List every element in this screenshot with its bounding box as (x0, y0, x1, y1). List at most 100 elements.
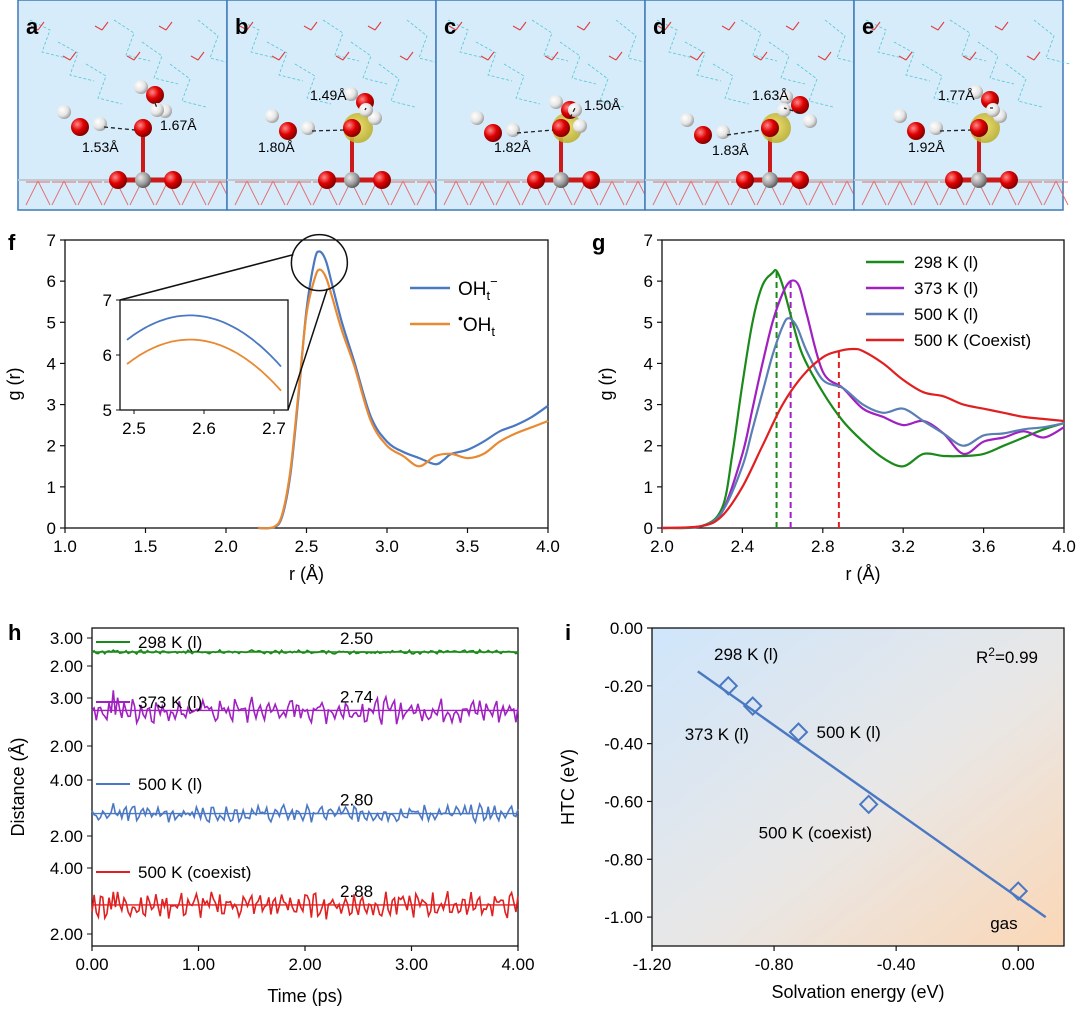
series-line-2 (661, 317, 1065, 530)
y-tick-label: -0.60 (604, 792, 643, 811)
hydrogen-atom (470, 111, 484, 125)
hbond-network (824, 19, 862, 65)
hydrogen-atom (568, 103, 582, 117)
oxygen-atom (761, 119, 779, 137)
data-point-0 (718, 675, 739, 696)
x-tick-label: -1.20 (633, 955, 672, 974)
series-line-0 (661, 268, 1065, 530)
y-tick-label: 5 (644, 313, 653, 332)
hbond-network (921, 63, 959, 105)
hydrogen-atom (359, 103, 373, 117)
htc-scatter-plot-i: i -1.20 -0.80 -0.40 0.00 0.00 -0.20 -0.40 -0.60 -… (558, 619, 1065, 1002)
legend-label-1: 373 K (l) (914, 279, 978, 298)
water-stick (689, 51, 704, 61)
water-stick (866, 21, 881, 31)
x-axis-label: Solvation energy (eV) (771, 982, 944, 1002)
oxygen-atom (109, 171, 127, 189)
hbond-dashed (516, 129, 554, 134)
hydrogen-atom (986, 103, 1000, 117)
hbond-dashed (939, 129, 972, 132)
water-stick (657, 21, 672, 31)
data-point-1 (742, 696, 763, 716)
hbond-network (531, 19, 569, 62)
oxygen-atom (318, 171, 336, 189)
distance-label: 1.63Å (752, 87, 789, 103)
data-point-4 (1008, 881, 1029, 901)
x-axis-label: r (Å) (289, 564, 324, 584)
inset-series-line-1 (126, 338, 282, 392)
inset-series-line-0 (126, 314, 282, 368)
distance-label: 1.82Å (494, 139, 531, 155)
legend-label-2: 500 K (l) (138, 775, 202, 794)
distance-label: 1.53Å (82, 139, 119, 155)
panel-letter-c: c (444, 14, 456, 39)
legend-label-0: 298 K (l) (914, 253, 978, 272)
distance-label: 1.92Å (908, 139, 945, 155)
y-tick-label: 2.00 (50, 827, 83, 846)
hbond-network (113, 19, 151, 62)
y-tick-label: 0 (47, 519, 56, 538)
r-squared-annotation: R2=0.99 (976, 645, 1038, 667)
oxygen-atom (791, 96, 809, 114)
hydrogen-atom (716, 125, 730, 139)
x-tick-label: 3.0 (375, 537, 399, 556)
water-stick (512, 21, 527, 31)
hbond-network (57, 41, 95, 82)
zoom-line (287, 288, 329, 411)
hbond-dashed (783, 107, 801, 114)
hbond-network (712, 63, 750, 105)
point-label-3: 500 K (coexist) (759, 823, 872, 842)
panel-letter-i: i (565, 620, 571, 645)
mean-value-label-1: 2.74 (340, 687, 373, 706)
x-tick-label: -0.80 (755, 955, 794, 974)
y-tick-label: -1.00 (604, 908, 643, 927)
water-stick (962, 51, 977, 61)
zoom-circle (290, 233, 349, 292)
x-tick-label: 3.00 (395, 955, 428, 974)
hbond-network (949, 19, 987, 62)
x-tick-label: 3.2 (891, 537, 915, 556)
y-tick-label: 2 (47, 437, 56, 456)
water-stick (817, 51, 832, 61)
series-line-0 (258, 250, 549, 530)
oxygen-atom (970, 119, 988, 137)
water-stick (930, 21, 945, 31)
hbond-dashed (154, 102, 158, 109)
hbond-dashed (364, 107, 367, 111)
water-stick (480, 51, 495, 61)
y-tick-label: 4 (47, 354, 56, 373)
oxygen-atom (736, 171, 754, 189)
structure-panel-e: e 1.77Å 1.92Å (853, 0, 1071, 211)
inset-y-tick-label: 7 (103, 291, 112, 310)
water-stick (62, 51, 77, 61)
hbond-network (475, 41, 513, 82)
y-axis-label: HTC (eV) (558, 749, 578, 825)
water-stick (898, 51, 913, 61)
trace-line-3 (91, 890, 519, 921)
panel-letter-h: h (8, 620, 21, 645)
carbon-atom (135, 172, 151, 188)
x-tick-label: 2.0 (650, 537, 674, 556)
hydrogen-atom (344, 87, 358, 101)
structure-panel-c: c 1.50Å 1.82Å (435, 0, 653, 211)
oxygen-atom (791, 171, 809, 189)
hydrogen-atom (265, 109, 279, 123)
zoom-line (119, 253, 294, 301)
series-line-1 (258, 268, 549, 530)
hydrogen-atom (57, 105, 71, 119)
water-stick (994, 21, 1009, 31)
x-tick-label: 4.0 (1052, 537, 1076, 556)
hbond-network (1005, 63, 1043, 108)
oxygen-atom (945, 171, 963, 189)
carbon-atom (344, 172, 360, 188)
hbond-network (169, 63, 207, 108)
oxygen-atom (343, 119, 361, 137)
water-stick (576, 21, 591, 31)
hbond-network (977, 41, 1015, 85)
structure-panel-d: d 1.63Å 1.83Å (644, 0, 862, 211)
water-stick (30, 21, 45, 31)
legend-label-1: •OHt (458, 310, 495, 339)
x-tick-label: 2.0 (214, 537, 238, 556)
legend-label-1: 373 K (l) (138, 693, 202, 712)
hydrogen-atom (779, 90, 793, 104)
